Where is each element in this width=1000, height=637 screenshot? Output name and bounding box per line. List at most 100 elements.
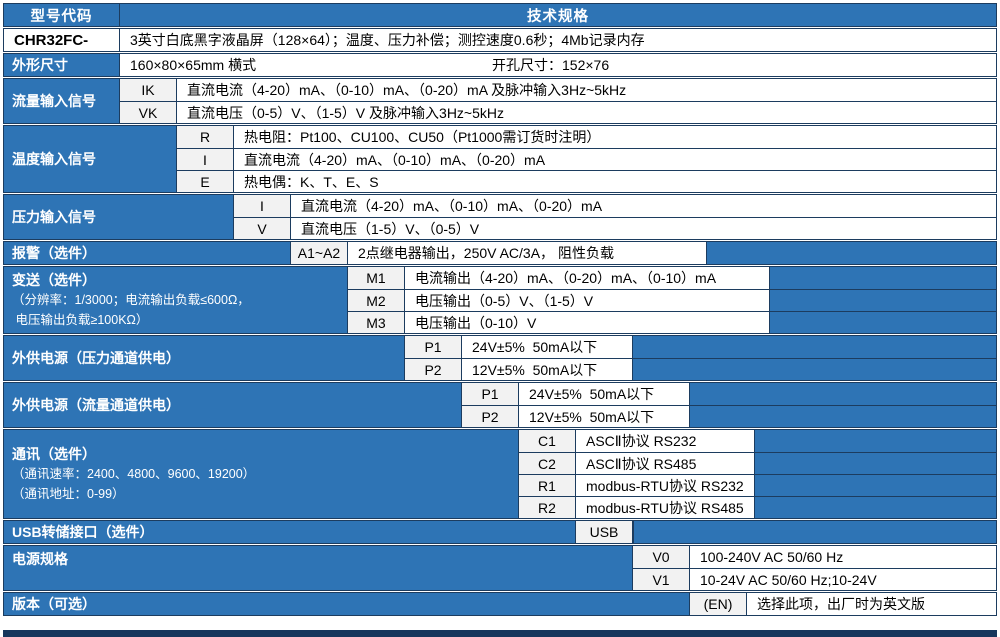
option-code: IK [120, 79, 177, 101]
option-code: P2 [405, 359, 462, 380]
transmit-label-title: 变送（选件） [12, 272, 96, 288]
option-code: M2 [348, 290, 405, 311]
blue-filler [769, 290, 996, 311]
table-bottom-border [3, 630, 997, 637]
version-label: 版本（可选） [4, 593, 690, 615]
option-code: R [177, 126, 234, 148]
option-desc: 2点继电器输出，250V AC/3A， 阻性负载 [358, 245, 614, 261]
blue-filler [769, 312, 996, 333]
option-row: V0 100-240V AC 50/60 Hz [633, 546, 996, 568]
temperature-input-group: 温度输入信号 R 热电阻：Pt100、CU100、CU50（Pt1000需订货时… [3, 125, 997, 193]
option-code: M3 [348, 312, 405, 333]
option-desc: 100-240V AC 50/60 Hz [700, 549, 844, 565]
temperature-input-rows: R 热电阻：Pt100、CU100、CU50（Pt1000需订货时注明） I 直… [177, 126, 996, 192]
option-row: V1 10-24V AC 50/60 Hz;10-24V [633, 568, 996, 590]
blue-filler [633, 521, 996, 543]
option-desc: ASCⅡ协议 RS232 [586, 433, 697, 449]
communication-label-note2: （通讯地址：0-99） [12, 487, 125, 501]
pressure-input-rows: I 直流电流（4-20）mA、（0-10）mA、（0-20）mA V 直流电压（… [234, 195, 996, 239]
option-row: VK 直流电压（0-5）V、（1-5）V 及脉冲输入3Hz~5kHz [120, 101, 996, 123]
option-code: (EN) [690, 593, 747, 615]
dimension-row: 外形尺寸 160×80×65mm 横式 开孔尺寸：152×76 [3, 53, 997, 77]
option-row: I 直流电流（4-20）mA、（0-10）mA、（0-20）mA [177, 148, 996, 170]
option-desc: 12V±5% 50mA以下 [529, 408, 655, 425]
option-code: C2 [519, 453, 576, 474]
option-desc: modbus-RTU协议 RS232 [586, 477, 744, 494]
external-power-flow-rows: P1 24V±5% 50mA以下 P2 12V±5% 50mA以下 [462, 383, 996, 427]
dimension-size: 160×80×65mm 横式 [130, 57, 257, 73]
option-row: M2 电压输出（0-5）V、（1-5）V [348, 289, 996, 311]
option-desc: 10-24V AC 50/60 Hz;10-24V [700, 571, 877, 588]
power-spec-group: 电源规格 V0 100-240V AC 50/60 Hz V1 10-24V A… [3, 545, 997, 591]
option-row: R 热电阻：Pt100、CU100、CU50（Pt1000需订货时注明） [177, 126, 996, 148]
usb-label: USB转储接口（选件） [4, 521, 576, 543]
blue-filler [769, 267, 996, 289]
communication-label-note1: （通讯速率：2400、4800、9600、19200） [12, 467, 256, 481]
option-row: P1 24V±5% 50mA以下 [405, 336, 996, 358]
option-desc: ASCⅡ协议 RS485 [586, 455, 697, 472]
option-code: VK [120, 102, 177, 123]
option-row: IK 直流电流（4-20）mA、（0-10）mA、（0-20）mA 及脉冲输入3… [120, 79, 996, 101]
option-row: C1 ASCⅡ协议 RS232 [519, 430, 996, 452]
option-code: I [234, 195, 291, 217]
option-code: M1 [348, 267, 405, 289]
option-row: R2 modbus-RTU协议 RS485 [519, 496, 996, 518]
pressure-input-group: 压力输入信号 I 直流电流（4-20）mA、（0-10）mA、（0-20）mA … [3, 194, 997, 240]
option-code: P1 [405, 336, 462, 358]
option-row: R1 modbus-RTU协议 RS232 [519, 474, 996, 496]
option-code: V1 [633, 569, 690, 590]
flow-input-label: 流量输入信号 [4, 79, 120, 123]
option-desc: 选择此项，出厂时为英文版 [757, 596, 925, 612]
option-code: E [177, 171, 234, 192]
option-code: V [234, 218, 291, 239]
communication-label: 通讯（选件） （通讯速率：2400、4800、9600、19200） （通讯地址… [4, 430, 519, 518]
option-desc: modbus-RTU协议 RS485 [586, 499, 744, 516]
option-code: R2 [519, 497, 576, 518]
option-desc: 24V±5% 50mA以下 [472, 339, 598, 355]
external-power-pressure-rows: P1 24V±5% 50mA以下 P2 12V±5% 50mA以下 [405, 336, 996, 380]
transmit-label-note1: （分辨率：1/3000；电流输出负载≤600Ω， [12, 293, 250, 307]
option-code: R1 [519, 475, 576, 496]
transmit-label: 变送（选件） （分辨率：1/3000；电流输出负载≤600Ω， 电压输出负载≥1… [4, 267, 348, 333]
option-desc: 直流电流（4-20）mA、（0-10）mA、（0-20）mA [244, 151, 546, 168]
power-spec-rows: V0 100-240V AC 50/60 Hz V1 10-24V AC 50/… [633, 546, 996, 590]
option-row: E 热电偶：K、T、E、S [177, 170, 996, 192]
option-row: P2 12V±5% 50mA以下 [405, 358, 996, 380]
external-power-flow-label: 外供电源（流量通道供电） [4, 383, 462, 427]
transmit-label-note2: 电压输出负载≥100KΩ） [12, 313, 149, 327]
blue-filler [632, 359, 996, 380]
option-row: C2 ASCⅡ协议 RS485 [519, 452, 996, 474]
dimension-spec: 160×80×65mm 横式 开孔尺寸：152×76 [120, 54, 996, 76]
model-row: CHR32FC- 3英寸白底黑字液晶屏（128×64）；温度、压力补偿；测控速度… [3, 28, 997, 52]
version-row: 版本（可选） (EN) 选择此项，出厂时为英文版 [3, 592, 997, 616]
blue-filler [706, 242, 996, 264]
alarm-row: 报警（选件） A1~A2 2点继电器输出，250V AC/3A， 阻性负载 [3, 241, 997, 265]
blue-filler [632, 336, 996, 358]
option-desc: 热电偶：K、T、E、S [244, 173, 379, 190]
option-code: A1~A2 [291, 242, 348, 264]
communication-label-title: 通讯（选件） [12, 446, 96, 462]
option-code: P2 [462, 406, 519, 427]
blue-filler [754, 497, 996, 518]
option-code: USB [576, 521, 633, 543]
model-spec: 3英寸白底黑字液晶屏（128×64）；温度、压力补偿；测控速度0.6秒；4Mb记… [130, 32, 645, 48]
transmit-rows: M1 电流输出（4-20）mA、（0-20）mA、（0-10）mA M2 电压输… [348, 267, 996, 333]
option-desc: 直流电流（4-20）mA、（0-10）mA、（0-20）mA 及脉冲输入3Hz~… [187, 82, 627, 98]
blue-filler [754, 475, 996, 496]
external-power-flow-group: 外供电源（流量通道供电） P1 24V±5% 50mA以下 P2 12V±5% … [3, 382, 997, 428]
power-spec-label: 电源规格 [4, 546, 633, 590]
option-row: P2 12V±5% 50mA以下 [462, 405, 996, 427]
external-power-pressure-label: 外供电源（压力通道供电） [4, 336, 405, 380]
header-row: 型号代码 技术规格 [3, 3, 997, 27]
flow-input-rows: IK 直流电流（4-20）mA、（0-10）mA、（0-20）mA 及脉冲输入3… [120, 79, 996, 123]
option-code: C1 [519, 430, 576, 452]
option-row: P1 24V±5% 50mA以下 [462, 383, 996, 405]
dimension-label: 外形尺寸 [4, 54, 120, 76]
option-row: M3 电压输出（0-10）V [348, 311, 996, 333]
option-desc: 电压输出（0-10）V [415, 314, 537, 331]
option-desc: 24V±5% 50mA以下 [529, 386, 655, 402]
model-code: CHR32FC- [4, 29, 120, 51]
option-code: I [177, 149, 234, 170]
communication-rows: C1 ASCⅡ协议 RS232 C2 ASCⅡ协议 RS485 R1 modbu… [519, 430, 996, 518]
